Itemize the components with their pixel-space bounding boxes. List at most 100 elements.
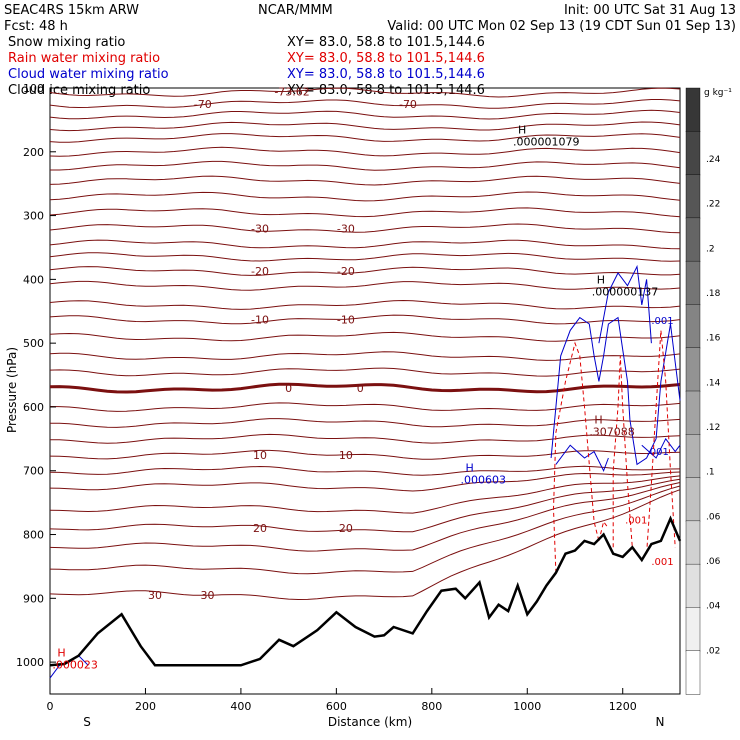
isotherm-label: 0 [357, 382, 364, 395]
colorbar-tick-label: .06 [706, 557, 721, 567]
isotherm-line [50, 160, 681, 171]
isotherm-line [49, 478, 681, 533]
colorbar-tick-label: .2 [706, 244, 715, 254]
isotherm-line [49, 121, 681, 132]
extremum-marker: H [597, 273, 605, 286]
x-tick-label: 600 [326, 700, 347, 713]
terrain-line [49, 515, 682, 667]
extremum-marker: H [518, 123, 526, 136]
isotherm-line [49, 367, 681, 377]
plot-frame [49, 87, 681, 695]
x-end-label-right: N [656, 715, 665, 729]
plot-area: -70 -70 -30 -30 -20 -20 -10 -10 0 0 10 10 20 20 30 30 .… [5, 82, 682, 729]
colorbar-segment [685, 87, 701, 132]
colorbar: g kg⁻¹ .02 .04 .06 .06 .1 .12 .14 .16 .18 .2 .22 .24 [685, 87, 732, 695]
x-tick-label: 0 [47, 700, 54, 713]
x-tick-label: 800 [421, 700, 442, 713]
y-tick-label: 200 [23, 146, 44, 159]
isotherm-line [49, 482, 681, 552]
extremum-marker: H [57, 646, 65, 659]
x-tick-label: 200 [135, 700, 156, 713]
init-time: Init: 00 UTC Sat 31 Aug 13 [564, 3, 736, 18]
temperature-contours: -70 -70 -30 -30 -20 -20 -10 -10 0 0 10 10 20 20 30 30 [49, 87, 681, 602]
colorbar-segment [685, 390, 701, 435]
y-tick-label: 800 [23, 529, 44, 542]
isotherm-label: -20 [251, 265, 269, 278]
isotherm-label: 30 [148, 589, 162, 602]
colorbar-tick-label: .06 [706, 512, 721, 522]
isotherm-label: 10 [339, 449, 353, 462]
isotherm-line [49, 191, 681, 202]
header: SEAC4RS 15km ARW NCAR/MMM Init: 00 UTC S… [4, 3, 736, 98]
colorbar-segment [685, 477, 701, 522]
isotherm-line [49, 223, 681, 234]
rain-water-line [646, 330, 676, 554]
colorbar-segment [685, 131, 701, 176]
cloud-water-line [598, 264, 652, 344]
isotherm-label: 10 [253, 449, 267, 462]
colorbar-segment [685, 217, 701, 262]
colorbar-segment [685, 434, 701, 479]
colorbar-segment [685, 347, 701, 392]
extremum-value: -73.62 [274, 86, 309, 99]
colorbar-segment [685, 260, 701, 306]
cloud-water-line [555, 444, 609, 472]
cloud-label: .001 [647, 447, 669, 458]
extremum-marker: H [594, 414, 602, 427]
isotherm-label: -10 [251, 314, 269, 327]
rain-water-contours: .001 .001 [552, 330, 676, 573]
y-tick-label: 900 [23, 592, 44, 605]
colorbar-tick-label: .1 [706, 468, 715, 478]
y-tick-label: 100 [23, 82, 44, 95]
colorbar-tick-label: .02 [706, 646, 720, 656]
rain-label: .001 [625, 516, 647, 527]
isotherm-label: -30 [337, 222, 355, 235]
colorbar-segment [685, 563, 701, 609]
axes: 0 200 400 600 800 1000 12001002003004005006007… [5, 82, 664, 729]
colorbar-tick-label: .14 [706, 378, 721, 388]
isotherm-line [49, 266, 681, 276]
isotherm-label: 20 [253, 522, 267, 535]
field-name: Rain water mixing ratio [8, 51, 160, 66]
colorbar-segment [685, 304, 701, 349]
extremum-value: .000000137 [592, 285, 658, 298]
isotherm-line [49, 133, 681, 143]
x-tick-label: 400 [230, 700, 251, 713]
isotherm-line [49, 175, 681, 186]
extremum-value: .000023 [52, 658, 98, 671]
y-tick-label: 500 [23, 337, 44, 350]
field-legend: Snow mixing ratio XY= 83.0, 58.8 to 101.5… [8, 35, 485, 98]
field-name: Snow mixing ratio [8, 35, 125, 50]
isotherm-line [49, 402, 681, 412]
isotherm-line [49, 351, 681, 361]
isotherm-label: -30 [251, 222, 269, 235]
isotherm-label: 0 [285, 382, 292, 395]
isotherm-line [49, 109, 681, 120]
x-tick-label: 1200 [609, 700, 637, 713]
colorbar-unit: g kg⁻¹ [704, 88, 732, 98]
isotherm-line [49, 471, 681, 492]
colorbar-segment [685, 650, 701, 695]
rain-label: .001 [651, 557, 673, 568]
field-name: Cloud water mixing ratio [8, 67, 169, 82]
colorbar-segment [685, 607, 701, 652]
colorbar-tick-label: .24 [706, 155, 721, 165]
isotherm-line [49, 433, 681, 444]
isotherm-line [49, 485, 681, 575]
isotherm-label: -70 [399, 98, 417, 111]
colorbar-segment [685, 520, 701, 565]
field-coords: XY= 83.0, 58.8 to 101.5,144.6 [287, 35, 485, 50]
org-title: NCAR/MMM [258, 3, 333, 18]
extremum-value: .000603 [460, 473, 506, 486]
cloud-water-line [550, 316, 681, 466]
rain-water-line [598, 520, 609, 542]
isotherm-line [49, 465, 681, 476]
isotherm-line [49, 489, 681, 601]
isotherm-line [49, 299, 681, 310]
rain-water-line [552, 341, 600, 573]
extremum-value: .000001079 [513, 135, 579, 148]
rain-water-line [612, 355, 633, 548]
isotherm-label: -70 [194, 98, 212, 111]
